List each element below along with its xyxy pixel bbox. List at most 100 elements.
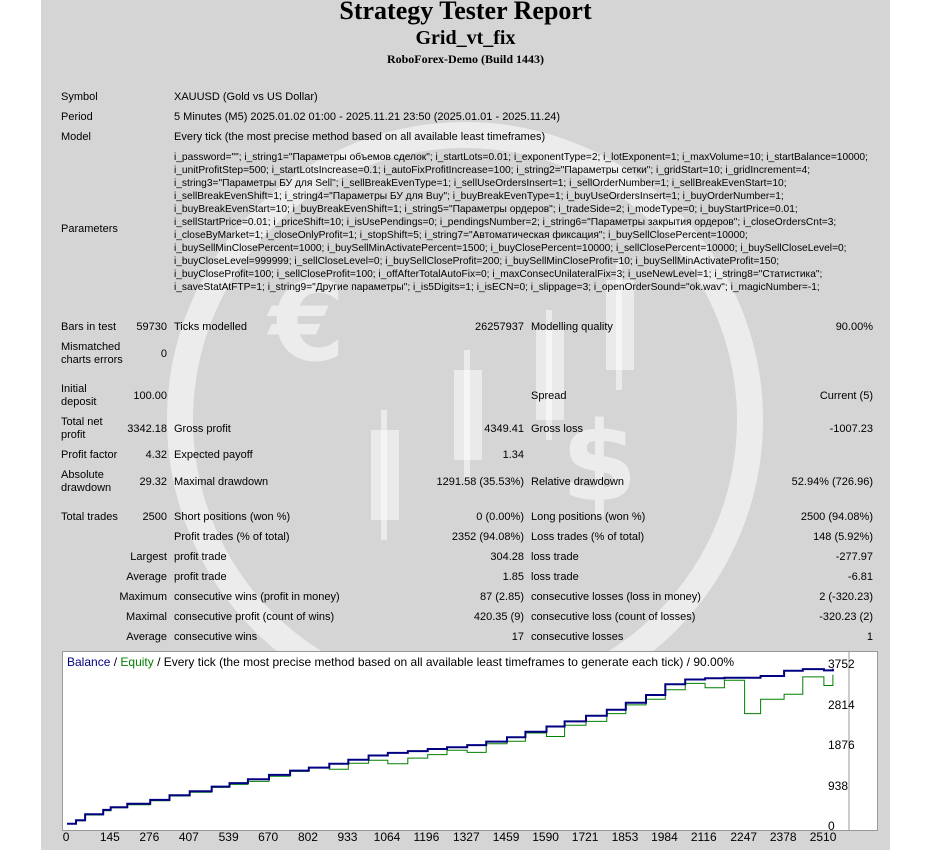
svg-text:$: $ — [561, 398, 638, 526]
max-consecutive-wins-label: consecutive wins (profit in money) — [174, 591, 340, 603]
long-positions-value: 2500 (94.08%) — [800, 511, 873, 523]
chart-plot — [67, 652, 850, 830]
y-tick-label: 2814 — [828, 697, 855, 712]
symbol-value: XAUUSD (Gold vs US Dollar) — [174, 91, 318, 103]
profit-trades-value: 2352 (94.08%) — [451, 531, 524, 543]
bars-label: Bars in test — [61, 321, 117, 333]
chart-caption-rest: / Every tick (the most precise method ba… — [153, 655, 735, 669]
deposit-label: Initial deposit — [61, 383, 97, 408]
balance-equity-chart: Balance / Equity / Every tick (the most … — [62, 651, 878, 831]
y-tick-label: 1876 — [828, 738, 855, 752]
quality-value: 90.00% — [835, 321, 873, 333]
average-profit-value: 1.85 — [502, 571, 524, 583]
model-label: Model — [61, 131, 91, 143]
maximal-label: Maximal — [126, 611, 167, 623]
x-tick-label: 1064 — [373, 830, 401, 844]
x-tick-label: 1327 — [452, 830, 480, 844]
short-positions-value: 0 (0.00%) — [476, 511, 524, 523]
long-positions-label: Long positions (won %) — [531, 511, 646, 523]
y-tick-label: 0 — [828, 819, 835, 833]
x-tick-label: 933 — [337, 830, 358, 844]
spread-label: Spread — [531, 390, 567, 402]
parameters-value: i_password=""; i_string1="Параметры объе… — [174, 152, 868, 293]
max-consecutive-losses-value: 2 (-320.23) — [819, 591, 873, 603]
relative-drawdown-label: Relative drawdown — [531, 476, 624, 488]
x-tick-label: 539 — [218, 830, 239, 844]
absolute-drawdown-value: 29.32 — [139, 476, 167, 488]
chart-caption: Balance / Equity / Every tick (the most … — [67, 655, 734, 669]
legend-separator: / — [110, 655, 121, 669]
x-tick-label: 1853 — [611, 830, 639, 844]
average-consecutive-wins-value: 17 — [511, 631, 524, 643]
x-tick-label: 276 — [139, 830, 160, 844]
largest-profit-value: 304.28 — [490, 551, 524, 563]
x-tick-label: 407 — [178, 830, 199, 844]
average-label: Average — [126, 571, 167, 583]
net-profit-label: Total net profit — [61, 416, 103, 441]
profit-factor-label: Profit factor — [61, 449, 118, 461]
profit-factor-value: 4.32 — [145, 449, 167, 461]
loss-trades-value: 148 (5.92%) — [813, 531, 873, 543]
maximal-consecutive-loss-value: -320.23 (2) — [819, 611, 873, 623]
spread-value: Current (5) — [819, 390, 873, 402]
symbol-label: Symbol — [61, 91, 98, 103]
bars-value: 59730 — [136, 321, 167, 333]
ticks-value: 26257937 — [475, 321, 524, 333]
average-profit-label: profit trade — [174, 571, 227, 583]
average-loss-label: loss trade — [531, 571, 579, 583]
total-trades-label: Total trades — [61, 511, 118, 523]
largest-loss-label: loss trade — [531, 551, 579, 563]
largest-loss-value: -277.97 — [835, 551, 873, 563]
average-consecutive-losses-value: 1 — [866, 631, 873, 643]
period-label: Period — [61, 111, 93, 123]
expected-payoff-label: Expected payoff — [174, 449, 253, 461]
x-tick-label: 2247 — [730, 830, 758, 844]
expected-payoff-value: 1.34 — [502, 449, 524, 461]
maximal-drawdown-label: Maximal drawdown — [174, 476, 269, 488]
x-tick-label: 1590 — [532, 830, 559, 844]
x-tick-label: 0 — [62, 830, 70, 844]
average-consecutive-losses-label: consecutive losses — [531, 631, 624, 643]
x-tick-label: 1721 — [571, 830, 599, 844]
quality-label: Modelling quality — [531, 321, 613, 333]
net-profit-value: 3342.18 — [127, 423, 167, 435]
absolute-drawdown-label: Absolute drawdown — [61, 469, 112, 494]
report-panel: € $ PRO-FX.CC Strategy Tester Report Gri… — [41, 0, 890, 850]
mismatch-value: 0 — [160, 348, 167, 360]
period-value: 5 Minutes (M5) 2025.01.02 01:00 - 2025.1… — [174, 111, 561, 123]
gross-loss-value: -1007.23 — [829, 423, 873, 435]
balance-legend: Balance — [67, 655, 111, 669]
x-tick-label: 1984 — [651, 830, 678, 844]
maximum-label: Maximum — [119, 591, 167, 603]
maximal-drawdown-value: 1291.58 (35.53%) — [436, 476, 524, 488]
maximal-consecutive-loss-label: consecutive loss (count of losses) — [531, 611, 696, 623]
maximal-consecutive-profit-value: 420.35 (9) — [473, 611, 524, 623]
largest-label: Largest — [130, 551, 167, 563]
broker-build: RoboForex-Demo (Build 1443) — [386, 52, 545, 66]
x-tick-label: 145 — [99, 830, 120, 844]
profit-trades-label: Profit trades (% of total) — [174, 531, 290, 543]
max-consecutive-losses-label: consecutive losses (loss in money) — [531, 591, 701, 603]
relative-drawdown-value: 52.94% (726.96) — [791, 476, 873, 488]
x-tick-label: 802 — [297, 830, 318, 844]
deposit-value: 100.00 — [133, 390, 167, 402]
gross-profit-value: 4349.41 — [484, 423, 524, 435]
loss-trades-label: Loss trades (% of total) — [531, 531, 645, 543]
gross-profit-label: Gross profit — [174, 423, 231, 435]
expert-name: Grid_vt_fix — [415, 27, 516, 49]
model-value: Every tick (the most precise method base… — [174, 131, 546, 143]
average-consecutive-label: Average — [126, 631, 167, 643]
short-positions-label: Short positions (won %) — [174, 511, 291, 523]
y-tick-label: 938 — [828, 778, 849, 793]
equity-legend: Equity — [120, 655, 154, 669]
x-tick-label: 670 — [258, 830, 279, 844]
total-trades-value: 2500 — [142, 511, 167, 523]
maximal-consecutive-profit-label: consecutive profit (count of wins) — [174, 611, 335, 623]
largest-profit-label: profit trade — [174, 551, 227, 563]
x-tick-label: 2116 — [690, 830, 717, 844]
max-consecutive-wins-value: 87 (2.85) — [479, 591, 524, 603]
y-tick-label: 3752 — [828, 657, 855, 671]
x-tick-label: 2510 — [809, 830, 837, 844]
equity-series-line — [67, 674, 834, 825]
x-tick-label: 1196 — [413, 830, 440, 844]
